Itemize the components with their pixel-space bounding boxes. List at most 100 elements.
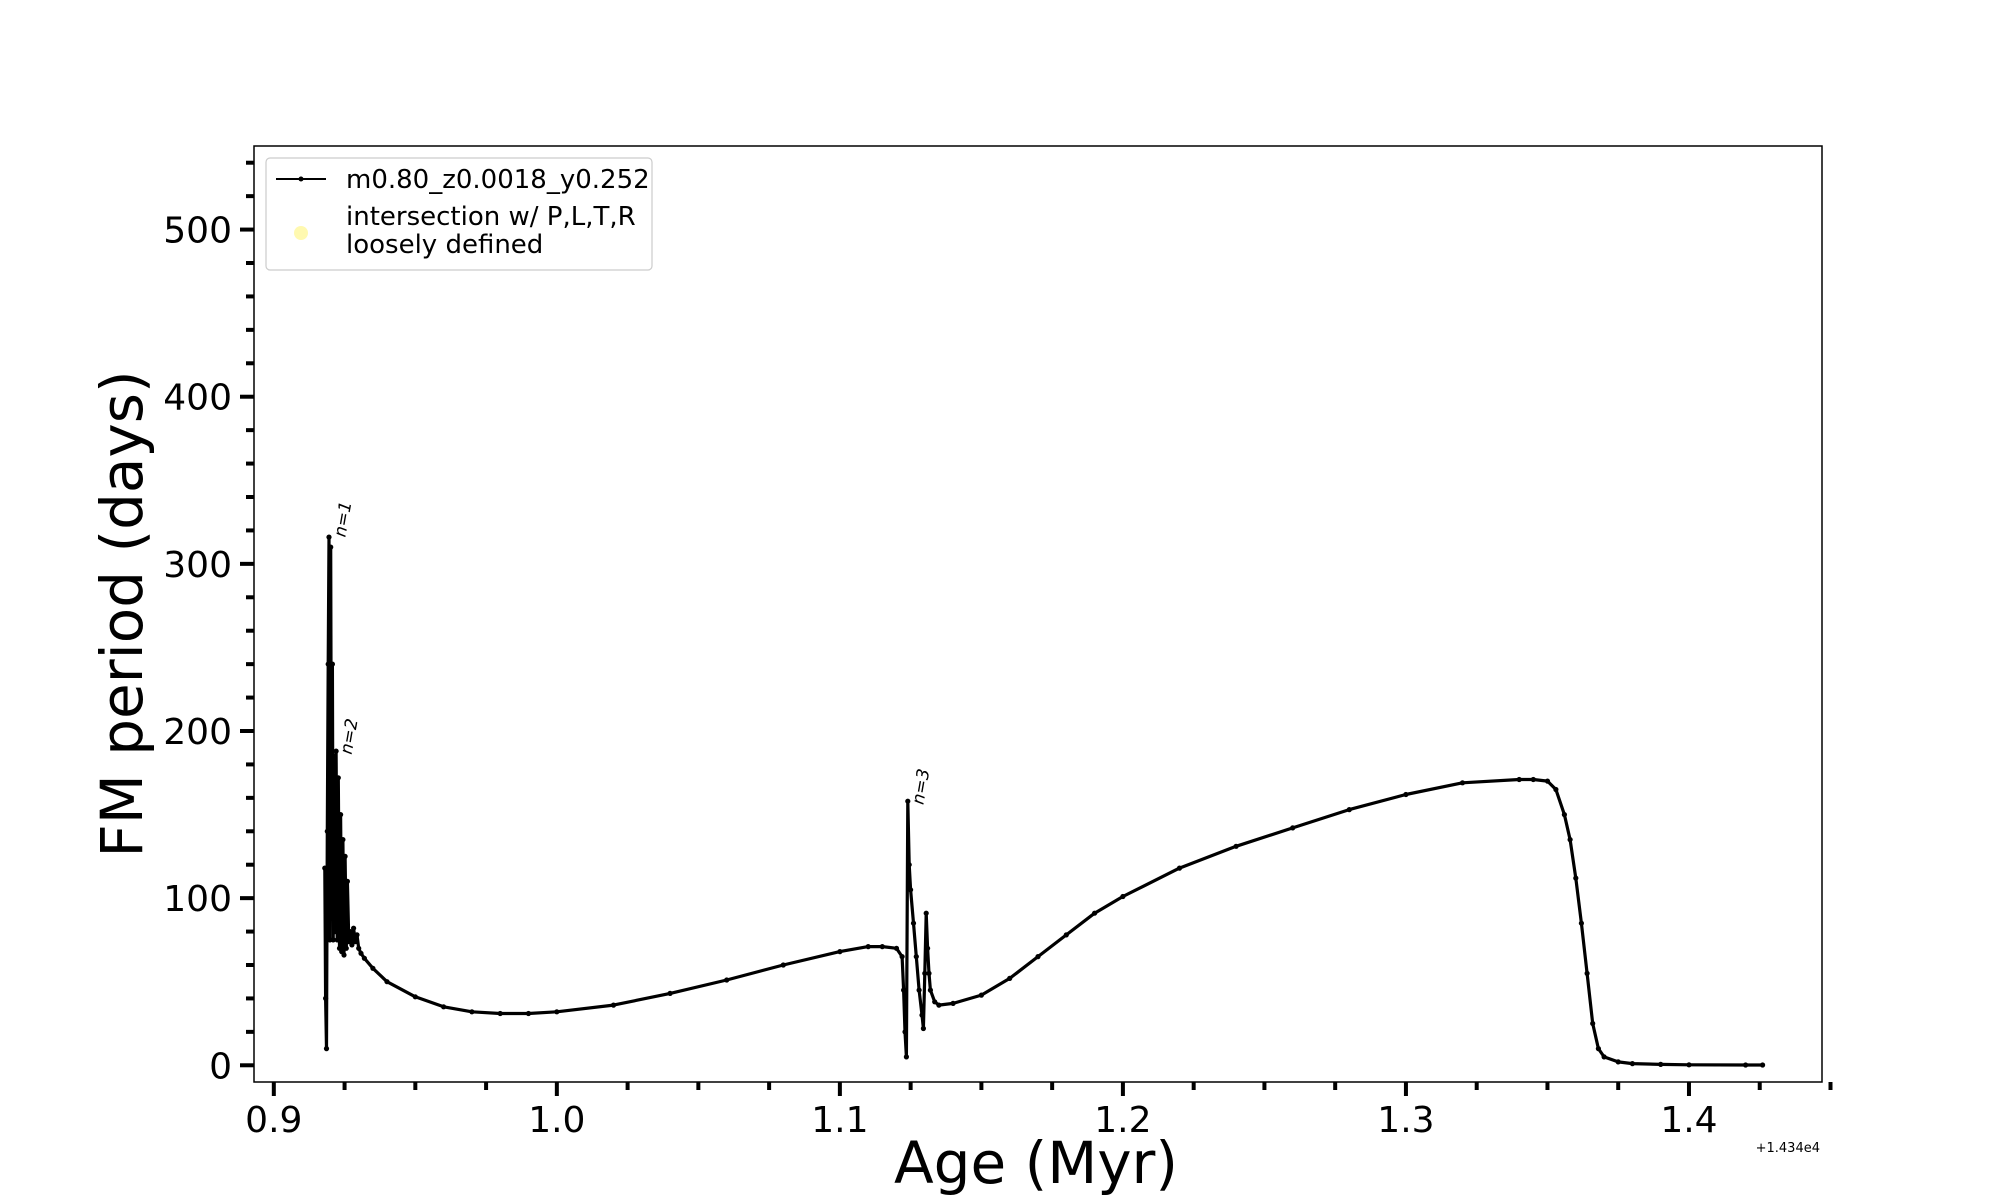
data-point [910, 920, 917, 926]
y-tick-label: 200 [163, 712, 232, 753]
data-point [837, 949, 843, 955]
data-point [323, 995, 329, 1002]
data-point [936, 1002, 942, 1008]
data-point [922, 970, 928, 977]
data-point [1658, 1061, 1664, 1067]
y-axis-ticks: 0 100 200 300 400 500 [163, 160, 254, 1087]
x-axis-ticks: 0.9 1.0 1.1 1.2 1.3 1.4 [245, 1082, 1833, 1141]
data-point [1233, 843, 1239, 849]
x-tick-label: 1.0 [528, 1100, 585, 1141]
data-point [923, 910, 929, 916]
x-tick-label: 1.2 [1094, 1100, 1151, 1141]
data-point [978, 992, 985, 998]
data-point [358, 950, 364, 956]
data-point [1403, 791, 1409, 798]
data-point [1120, 893, 1126, 900]
data-point [1035, 954, 1041, 960]
data-point [899, 954, 905, 960]
data-point [932, 999, 938, 1005]
data-point [1686, 1062, 1692, 1068]
data-point [1760, 1062, 1766, 1068]
data-point [927, 987, 934, 993]
data-point [1346, 807, 1352, 813]
data-point [1176, 865, 1183, 871]
data-point [354, 932, 360, 938]
data-point [1007, 975, 1013, 982]
y-axis-label: FM period (days) [88, 370, 156, 857]
data-point [1092, 910, 1098, 916]
data-point [1530, 776, 1536, 783]
data-point [1601, 1054, 1607, 1060]
legend-box [265, 157, 653, 271]
data-point [352, 939, 358, 945]
data-point [497, 1010, 503, 1017]
data-point [610, 1002, 617, 1008]
data-point [361, 955, 367, 961]
data-point [1516, 776, 1522, 783]
data-point [347, 929, 353, 935]
data-point [323, 1046, 330, 1052]
data-point [325, 661, 331, 667]
data-point [901, 987, 907, 993]
data-point [349, 942, 355, 948]
data-point [902, 1029, 908, 1035]
data-point [913, 954, 919, 960]
data-point [554, 1009, 560, 1015]
data-point [1063, 932, 1069, 938]
data-point [324, 828, 330, 834]
data-point [351, 925, 357, 931]
x-tick-label: 0.9 [245, 1100, 302, 1141]
data-point [1573, 875, 1579, 881]
data-point [343, 945, 349, 951]
data-point [879, 944, 885, 950]
data-point [441, 1004, 447, 1010]
data-point [412, 994, 418, 1000]
data-point [338, 812, 344, 818]
data-point [330, 937, 336, 943]
x-tick-label: 1.1 [811, 1100, 868, 1141]
legend-label-intersection-line1: intersection w/ P,L,T,R [346, 202, 636, 232]
legend-label-intersection-line2: loosely defined [346, 230, 543, 260]
data-point [346, 939, 352, 945]
data-point [1459, 780, 1466, 786]
legend-label-series: m0.80_z0.0018_y0.252 [346, 165, 650, 195]
data-point [332, 929, 338, 935]
data-point [908, 887, 914, 893]
data-point [926, 970, 932, 977]
data-point [326, 534, 332, 540]
data-point [329, 661, 335, 667]
data-point [331, 753, 337, 759]
y-tick-label: 300 [163, 545, 232, 586]
legend-line-dot [298, 176, 304, 182]
data-point [1743, 1062, 1749, 1068]
data-point [1567, 837, 1573, 843]
data-point [916, 987, 922, 993]
x-axis-label: Age (Myr) [894, 1129, 1178, 1197]
data-point [1553, 786, 1559, 793]
data-point [865, 944, 871, 950]
data-point [356, 945, 362, 951]
data-point [1584, 970, 1590, 977]
data-point [340, 837, 346, 843]
data-point [322, 865, 328, 871]
data-point [344, 878, 350, 885]
data-point [525, 1010, 532, 1017]
data-point [724, 977, 730, 983]
data-point [780, 962, 786, 968]
data-point [329, 912, 335, 918]
y-tick-label: 400 [163, 378, 232, 419]
legend: m0.80_z0.0018_y0.252 intersection w/ P,L… [265, 157, 653, 271]
data-point [1544, 778, 1551, 784]
data-point [1290, 825, 1296, 831]
data-point [667, 990, 673, 997]
data-point [384, 979, 390, 985]
x-tick-label: 1.3 [1377, 1100, 1434, 1141]
data-point [893, 945, 900, 951]
data-point [1561, 812, 1567, 818]
data-point [919, 1012, 925, 1018]
data-point [903, 1054, 910, 1060]
y-tick-label: 500 [163, 211, 232, 252]
plot-area [253, 145, 1823, 1083]
data-point [335, 775, 341, 781]
